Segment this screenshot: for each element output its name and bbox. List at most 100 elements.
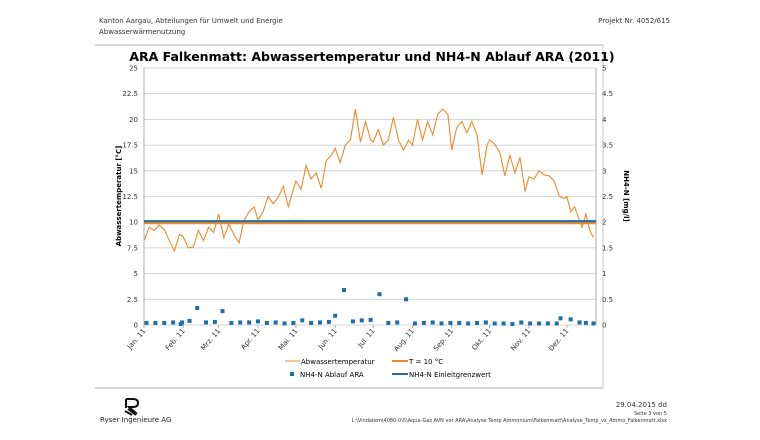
y-tick-label: 2.5 (127, 296, 138, 304)
project-number: Projekt Nr. 4052/615 (598, 17, 670, 25)
x-tick-label: Apr. 11 (239, 327, 261, 351)
y-tick-label: 7.5 (127, 244, 138, 252)
nh4-point (300, 318, 305, 323)
y-tick-label: 22.5 (122, 90, 138, 98)
nh4-point (421, 320, 426, 325)
x-tick-label: Nov. 11 (509, 327, 532, 352)
nh4-point (326, 319, 331, 324)
nh4-point (229, 320, 234, 325)
nh4-point (583, 320, 588, 325)
nh4-point (309, 320, 314, 325)
x-tick-label: Sep. 11 (432, 327, 455, 352)
nh4-point (255, 319, 260, 324)
y-tick-label: 10 (129, 219, 138, 227)
nh4-point (537, 321, 542, 326)
marks (143, 108, 596, 326)
legend-t10: T = 10 °C (408, 358, 443, 366)
org-line-2: Abwasserwärmenutzung (99, 28, 186, 36)
y2-tick-label: 2.5 (602, 193, 613, 201)
nh4-point (220, 309, 225, 314)
legend-temperature: Abwassertemperatur (301, 358, 375, 366)
nh4-point (144, 320, 149, 325)
y-tick-label: 12.5 (122, 193, 138, 201)
nh4-point (558, 316, 563, 321)
nh4-point (282, 321, 287, 326)
nh4-point (368, 317, 373, 322)
page-number: Seite 3 von 5 (634, 411, 667, 417)
nh4-point (430, 320, 435, 325)
x-tick-label: Mrz. 11 (199, 327, 222, 352)
y2-tick-label: 0.5 (602, 296, 613, 304)
nh4-point (510, 321, 515, 326)
nh4-point (412, 321, 417, 326)
nh4-point (404, 297, 409, 302)
nh4-point (492, 321, 497, 326)
nh4-point (350, 319, 355, 324)
y2-tick-label: 0 (602, 322, 606, 330)
nh4-point (359, 318, 364, 323)
nh4-point (187, 318, 192, 323)
nh4-point (377, 292, 382, 297)
company-name: Ryser Ingenieure AG (100, 416, 172, 424)
y2-tick-label: 4 (602, 116, 607, 124)
y2-tick-label: 1.5 (602, 244, 613, 252)
x-tick-label: Aug. 11 (392, 327, 416, 353)
y-tick-label: 5 (134, 270, 138, 278)
y2-tick-label: 3.5 (602, 142, 613, 150)
nh4-point (577, 320, 582, 325)
nh4-point (457, 320, 462, 325)
nh4-point (483, 320, 488, 325)
nh4-point (195, 306, 200, 311)
nh4-point (474, 320, 479, 325)
nh4-point (238, 320, 243, 325)
y2-tick-label: 3 (602, 167, 606, 175)
y2-tick-label: 1 (602, 270, 606, 278)
nh4-point (204, 320, 209, 325)
nh4-point (395, 320, 400, 325)
nh4-point (591, 321, 596, 326)
file-path: L:\Vindatem\4080-0\5\Aqua-Gas AVN vor AR… (351, 418, 667, 424)
nh4-point (519, 320, 524, 325)
x-tick-label: Mai. 11 (277, 327, 300, 352)
print-date: 29.04.2015 dd (615, 401, 667, 409)
axes: 0 02.5 0.55 17.5 1.510 212.5 2.515 317.5 3.520 42… (122, 65, 613, 353)
x-tick-label: Dez. 11 (547, 327, 570, 353)
org-line-1: Kanton Aargau, Abteilungen für Umwelt un… (99, 17, 283, 25)
x-tick-label: Jun. 11 (316, 327, 338, 352)
y2-tick-label: 4.5 (602, 90, 613, 98)
x-tick-label: Jul. 11 (356, 327, 377, 350)
nh4-point (466, 321, 471, 326)
nh4-point (448, 320, 453, 325)
chart-title: ARA Falkenmatt: Abwassertemperatur und N… (129, 49, 614, 64)
y2-axis-label: NH4-N [mg/l] (622, 170, 630, 221)
nh4-point (386, 320, 391, 325)
legend: Abwassertemperatur T = 10 °C NH4-N Ablau… (285, 358, 491, 379)
nh4-point (568, 317, 573, 322)
header-organisation: Kanton Aargau, Abteilungen für Umwelt un… (99, 16, 283, 38)
nh4-point (528, 321, 533, 326)
y-tick-label: 20 (129, 116, 138, 124)
y2-tick-label: 5 (602, 65, 606, 73)
nh4-point (554, 321, 559, 326)
nh4-point (171, 320, 176, 325)
legend-swatch-nh4 (290, 372, 294, 376)
nh4-point (179, 320, 184, 325)
y-tick-label: 15 (129, 167, 138, 175)
nh4-point (317, 320, 322, 325)
nh4-point (291, 320, 296, 325)
nh4-point (212, 319, 217, 324)
legend-nh4: NH4-N Ablauf ARA (300, 371, 364, 379)
x-tick-label: Feb. 11 (164, 327, 187, 352)
nh4-point (333, 313, 338, 318)
nh4-point (342, 288, 347, 293)
nh4-point (545, 321, 550, 326)
nh4-point (501, 321, 506, 326)
legend-limit: NH4-N Einleitgrenzwert (409, 371, 491, 379)
nh4-point (264, 320, 269, 325)
nh4-point (247, 320, 252, 325)
y-axis-label: Abwassertemperatur [°C] (115, 146, 123, 247)
x-tick-label: Jan. 11 (125, 327, 147, 351)
y-tick-label: 0 (134, 322, 138, 330)
nh4-point (439, 321, 444, 326)
